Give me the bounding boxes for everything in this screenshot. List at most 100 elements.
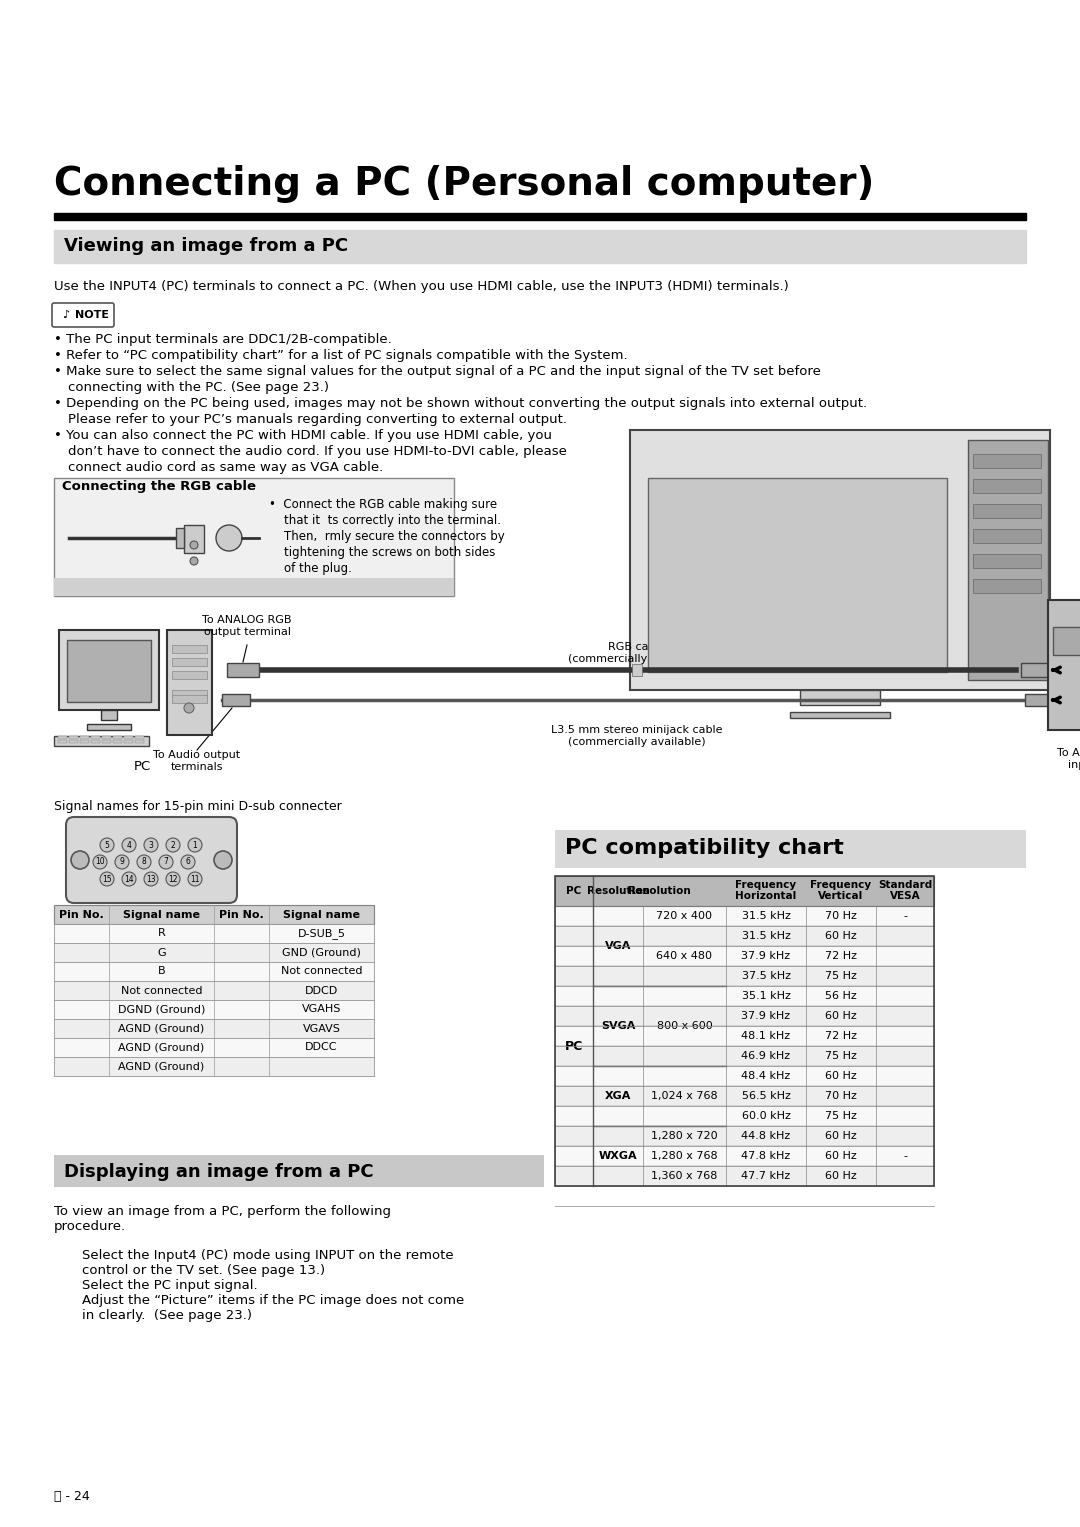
Bar — [113, 741, 122, 744]
Text: VGAVS: VGAVS — [302, 1023, 340, 1034]
Bar — [102, 710, 117, 721]
Circle shape — [100, 872, 114, 886]
Bar — [555, 1167, 934, 1186]
Bar — [555, 967, 934, 986]
Text: 12: 12 — [168, 875, 178, 884]
Bar — [968, 440, 1048, 680]
Text: 60 Hz: 60 Hz — [825, 1011, 856, 1022]
Text: R: R — [158, 928, 165, 939]
Text: tightening the screws on both sides: tightening the screws on both sides — [269, 547, 496, 559]
Bar — [172, 658, 207, 666]
Circle shape — [100, 838, 114, 852]
Text: 800 x 600: 800 x 600 — [657, 1022, 713, 1031]
Bar — [87, 724, 131, 730]
Circle shape — [93, 855, 107, 869]
Text: Select the PC input signal.: Select the PC input signal. — [82, 1280, 258, 1292]
Text: To AUDIO PC/HDMI
input terminal: To AUDIO PC/HDMI input terminal — [1056, 748, 1080, 770]
Text: D-SUB_5: D-SUB_5 — [297, 928, 346, 939]
Bar — [630, 431, 1050, 690]
Text: • You can also connect the PC with HDMI cable. If you use HDMI cable, you: • You can also connect the PC with HDMI … — [54, 429, 552, 441]
Bar — [102, 736, 111, 739]
Text: Please refer to your PC’s manuals regarding converting to external output.: Please refer to your PC’s manuals regard… — [68, 412, 567, 426]
Bar — [135, 736, 144, 739]
Text: 9: 9 — [120, 858, 124, 866]
Bar — [91, 741, 100, 744]
Text: AGND (Ground): AGND (Ground) — [119, 1043, 204, 1052]
Bar — [555, 876, 934, 906]
Text: 10: 10 — [95, 858, 105, 866]
Text: To ANALOG RGB
output terminal: To ANALOG RGB output terminal — [202, 615, 292, 637]
Bar — [172, 670, 207, 680]
Text: L3.5 mm stereo minijack cable
(commercially available): L3.5 mm stereo minijack cable (commercia… — [551, 725, 723, 747]
Text: 1,360 x 768: 1,360 x 768 — [651, 1171, 718, 1180]
Text: Frequency: Frequency — [735, 880, 797, 890]
Bar — [80, 736, 89, 739]
Circle shape — [144, 838, 158, 852]
Bar — [973, 454, 1041, 467]
Text: Standard: Standard — [878, 880, 932, 890]
Text: 11: 11 — [190, 875, 200, 884]
Text: 2: 2 — [171, 840, 175, 849]
Bar — [54, 579, 454, 596]
Text: Vertical: Vertical — [819, 890, 864, 901]
Text: 70 Hz: 70 Hz — [825, 912, 856, 921]
Text: 1,024 x 768: 1,024 x 768 — [651, 1090, 718, 1101]
Bar — [555, 925, 934, 947]
Bar — [58, 741, 67, 744]
Text: that it  ts correctly into the terminal.: that it ts correctly into the terminal. — [269, 515, 501, 527]
Text: 46.9 kHz: 46.9 kHz — [742, 1051, 791, 1061]
Bar — [632, 664, 642, 676]
Bar — [555, 1086, 934, 1106]
Text: 37.9 kHz: 37.9 kHz — [742, 1011, 791, 1022]
Bar — [69, 736, 78, 739]
Bar — [54, 924, 374, 944]
Text: 75 Hz: 75 Hz — [825, 971, 856, 980]
Bar — [555, 986, 934, 1006]
Bar — [555, 1006, 934, 1026]
Text: 56.5 kHz: 56.5 kHz — [742, 1090, 791, 1101]
Bar — [227, 663, 259, 676]
Bar — [555, 876, 934, 1186]
Text: 1,280 x 720: 1,280 x 720 — [651, 1132, 718, 1141]
Circle shape — [122, 872, 136, 886]
Text: 5: 5 — [105, 840, 109, 849]
Text: 14: 14 — [124, 875, 134, 884]
Text: -: - — [903, 1151, 907, 1161]
Text: Adjust the “Picture” items if the PC image does not come: Adjust the “Picture” items if the PC ima… — [82, 1293, 464, 1307]
Text: 35.1 kHz: 35.1 kHz — [742, 991, 791, 1002]
Text: ♪: ♪ — [63, 310, 69, 321]
Text: DDCD: DDCD — [305, 985, 338, 996]
Bar — [58, 736, 67, 739]
Bar — [973, 579, 1041, 592]
Text: SVGA: SVGA — [600, 1022, 635, 1031]
Text: Resolution: Resolution — [629, 886, 691, 896]
Bar — [54, 944, 374, 962]
Text: 60 Hz: 60 Hz — [825, 1151, 856, 1161]
Bar — [54, 231, 1026, 263]
Text: To PC IN
terminal: To PC IN terminal — [1044, 615, 1080, 637]
Text: To Audio output
terminals: To Audio output terminals — [153, 750, 241, 771]
Text: connect audio cord as same way as VGA cable.: connect audio cord as same way as VGA ca… — [68, 461, 383, 473]
Text: Frequency: Frequency — [810, 880, 872, 890]
Text: Pin No.: Pin No. — [59, 910, 104, 919]
Bar — [54, 906, 374, 924]
Text: -: - — [903, 912, 907, 921]
Text: PC: PC — [133, 760, 150, 773]
Circle shape — [188, 872, 202, 886]
Bar — [54, 1154, 544, 1186]
Circle shape — [190, 541, 198, 550]
Bar — [172, 695, 207, 702]
Bar — [54, 1019, 374, 1038]
Bar — [59, 631, 159, 710]
Text: connecting with the PC. (See page 23.): connecting with the PC. (See page 23.) — [68, 382, 329, 394]
Text: Connecting the RGB cable: Connecting the RGB cable — [62, 479, 256, 493]
Bar — [54, 478, 454, 596]
Text: 6: 6 — [186, 858, 190, 866]
Text: 48.4 kHz: 48.4 kHz — [741, 1070, 791, 1081]
Text: Connecting a PC (Personal computer): Connecting a PC (Personal computer) — [54, 165, 875, 203]
Circle shape — [71, 851, 89, 869]
Text: 60 Hz: 60 Hz — [825, 1070, 856, 1081]
Text: in clearly.  (See page 23.): in clearly. (See page 23.) — [82, 1309, 252, 1322]
Text: 56 Hz: 56 Hz — [825, 991, 856, 1002]
Text: 640 x 480: 640 x 480 — [657, 951, 713, 960]
